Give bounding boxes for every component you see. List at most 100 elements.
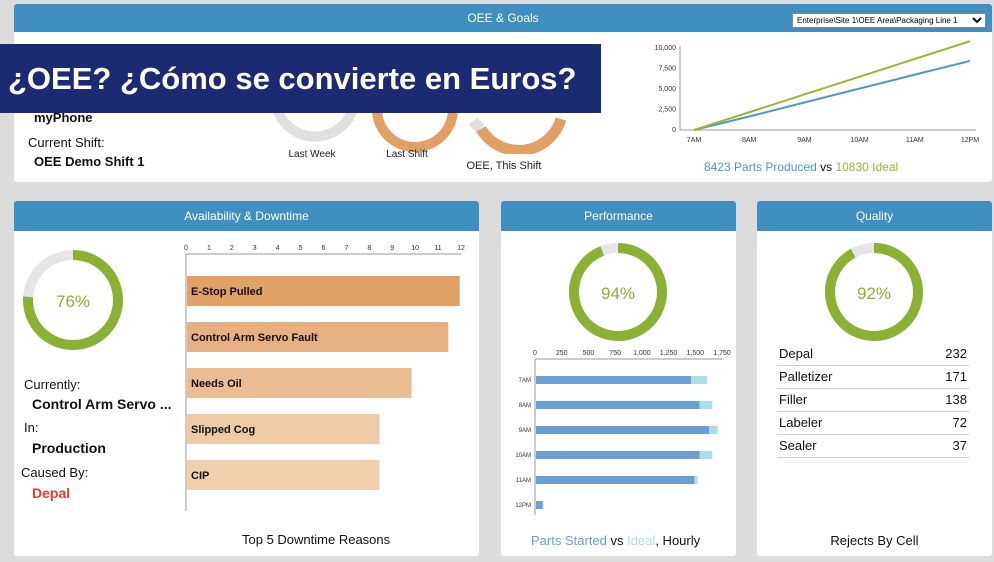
performance-panel: Performance 94% 0 250 500 750 1,000 1,250 1,50… — [501, 201, 736, 556]
reject-cell-name: Depal — [779, 346, 813, 361]
oee-goals-panel: OEE & Goals Enterprise\Site 1\OEE Area\P… — [14, 4, 992, 182]
title-banner: ¿OEE? ¿Cómo se convierte en Euros? — [0, 44, 601, 113]
x-tick-label: 1 — [207, 245, 211, 252]
started-bar — [536, 426, 710, 434]
in-label: In: — [24, 420, 39, 435]
x-tick-label: 1,250 — [660, 350, 678, 357]
x-tick-label: 8 — [367, 245, 371, 252]
this-shift-gauge-track — [468, 117, 485, 134]
reject-row: Depal 232 — [777, 343, 969, 366]
y-tick-label: 9AM — [519, 428, 531, 434]
reject-row: Sealer 37 — [777, 435, 969, 458]
performance-legend: Parts Started vs Ideal, Hourly — [531, 533, 700, 548]
device-value: myPhone — [34, 110, 93, 125]
downtime-bar-label: E-Stop Pulled — [191, 286, 263, 298]
downtime-bar-label: Slipped Cog — [191, 424, 255, 436]
x-tick-label: 11 — [434, 245, 441, 252]
quality-gauge: 92% — [825, 243, 923, 341]
line-selector-dropdown[interactable]: Enterprise\Site 1\OEE Area\Packaging Lin… — [792, 13, 986, 28]
legend-parts-started: Parts Started — [531, 533, 607, 548]
last-week-gauge — [272, 109, 358, 142]
availability-panel: Availability & Downtime 76% Currently: C… — [14, 201, 479, 556]
oee-gauges — [272, 109, 567, 154]
currently-value: Control Arm Servo ... — [32, 396, 172, 412]
performance-chart: 0 250 500 750 1,000 1,250 1,500 1,750 7AM 8AM 9AM 1… — [515, 350, 731, 515]
y-tick-label: 11AM — [516, 478, 531, 484]
x-tick-label: 250 — [556, 350, 568, 357]
parts-produced-chart: 0 2,500 5,000 7,500 10,000 7AM 8AM 9AM 10AM 11AM 1… — [655, 40, 979, 144]
y-tick-label: 10AM — [515, 453, 531, 459]
started-bar — [536, 376, 691, 384]
reject-row: Labeler 72 — [777, 412, 969, 435]
downtime-bar-label: Needs Oil — [191, 378, 242, 390]
availability-gauge: 76% — [23, 250, 123, 350]
x-tick-label: 7AM — [687, 137, 702, 144]
downtime-bar — [187, 414, 380, 444]
quality-percent: 92% — [857, 284, 891, 303]
reject-cell-count: 232 — [945, 346, 967, 361]
reject-cell-count: 138 — [945, 392, 967, 407]
quality-caption: Rejects By Cell — [830, 533, 919, 548]
y-tick-label: 12PM — [515, 503, 531, 509]
availability-gauge-arc — [23, 250, 123, 350]
x-tick-label: 500 — [583, 350, 595, 357]
performance-header: Performance — [501, 201, 736, 231]
downtime-bar — [187, 460, 380, 490]
downtime-bar-label: CIP — [191, 470, 209, 482]
x-tick-label: 12 — [457, 245, 465, 252]
downtime-bar-label: Control Arm Servo Fault — [191, 332, 318, 344]
caused-by-value: Depal — [32, 485, 71, 501]
reject-cell-count: 171 — [945, 369, 967, 384]
performance-percent: 94% — [601, 284, 635, 303]
started-bar — [536, 451, 700, 459]
x-tick-label: 750 — [609, 350, 621, 357]
x-tick-label: 10 — [411, 245, 419, 252]
currently-label: Currently: — [24, 377, 81, 392]
y-tick-label: 0 — [672, 127, 676, 134]
x-tick-label: 11AM — [906, 137, 924, 144]
y-tick-label: 7,500 — [658, 66, 676, 73]
y-tick-label: 8AM — [519, 403, 531, 409]
reject-cell-count: 72 — [952, 415, 967, 430]
x-tick-label: 8AM — [742, 137, 757, 144]
quality-gauge-arc — [825, 243, 923, 341]
y-tick-label: 2,500 — [658, 107, 676, 114]
x-tick-label: 12PM — [961, 137, 979, 144]
started-bar — [536, 401, 700, 409]
x-tick-label: 1,750 — [713, 350, 731, 357]
downtime-chart-title: Top 5 Downtime Reasons — [242, 532, 391, 547]
caused-by-label: Caused By: — [21, 465, 89, 480]
quality-panel: Quality 92% Depal 232 Palletizer 171 Fille… — [757, 201, 992, 556]
started-bar — [536, 501, 543, 509]
x-tick-label: 10AM — [850, 137, 868, 144]
x-tick-label: 1,500 — [687, 350, 705, 357]
legend-hourly: , Hourly — [655, 533, 701, 548]
current-shift-value: OEE Demo Shift 1 — [34, 154, 145, 169]
downtime-bar — [187, 322, 449, 352]
reject-cell-name: Sealer — [779, 438, 817, 453]
quality-header: Quality — [757, 201, 992, 231]
reject-cell-name: Labeler — [779, 415, 823, 430]
x-tick-label: 3 — [253, 245, 257, 252]
this-shift-gauge — [476, 117, 567, 154]
availability-header: Availability & Downtime — [14, 201, 479, 231]
legend-perf-vs: vs — [610, 533, 624, 548]
current-shift-label: Current Shift: — [28, 135, 105, 150]
series-line-produced — [693, 59, 971, 131]
x-tick-label: 7 — [344, 245, 348, 252]
legend-ideal: 10830 Ideal — [835, 160, 899, 174]
series-line-ideal — [693, 40, 971, 131]
in-value: Production — [32, 440, 106, 456]
x-tick-label: 9AM — [797, 137, 812, 144]
legend-produced: 8423 Parts Produced — [704, 160, 817, 174]
x-tick-label: 0 — [184, 245, 188, 252]
reject-cell-name: Palletizer — [779, 369, 833, 384]
y-tick-label: 7AM — [519, 378, 531, 384]
reject-row: Filler 138 — [777, 389, 969, 412]
availability-percent: 76% — [56, 292, 90, 311]
downtime-bar — [187, 276, 460, 306]
parts-legend: 8423 Parts Produced vs 10830 Ideal — [704, 160, 898, 174]
gauge-label-last-week: Last Week — [288, 149, 336, 160]
gauge-label-last-shift: Last Shift — [386, 149, 428, 160]
